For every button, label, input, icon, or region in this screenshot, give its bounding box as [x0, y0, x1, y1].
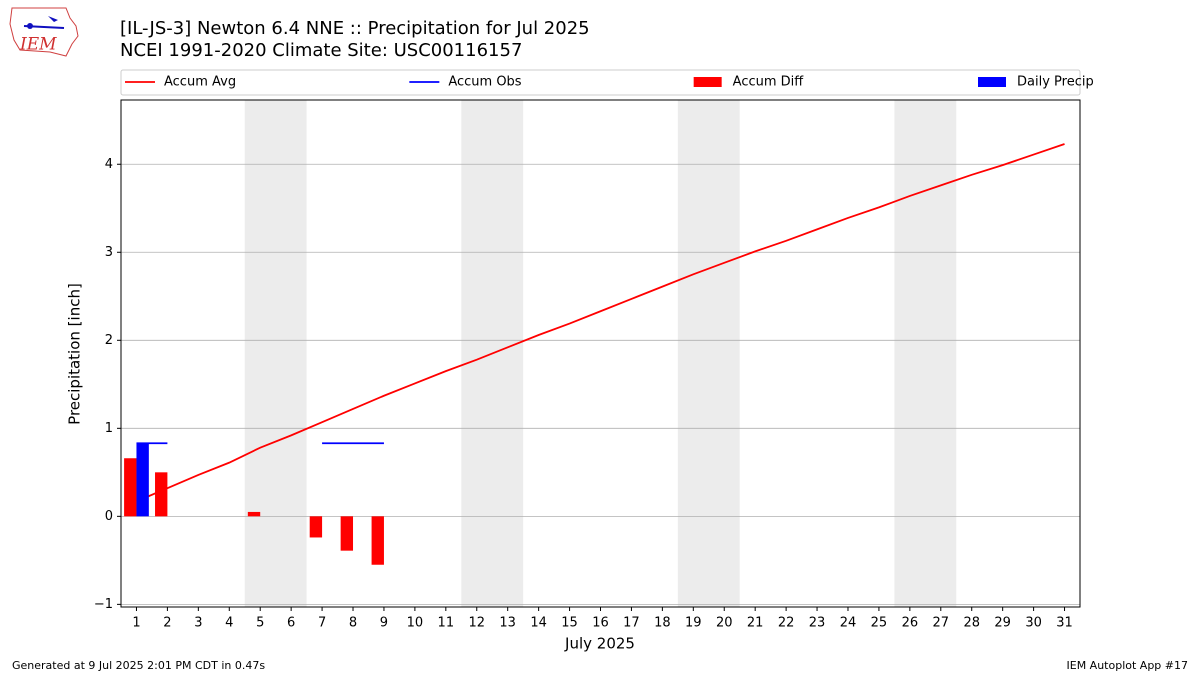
bar [340, 516, 354, 551]
x-tick-label: 31 [1056, 616, 1073, 631]
chart-title: [IL-JS-3] Newton 6.4 NNE :: Precipitatio… [120, 18, 590, 39]
y-axis-label: Precipitation [inch] [66, 283, 84, 425]
x-tick-label: 16 [592, 616, 609, 631]
legend-patch [693, 77, 722, 87]
y-tick-label: 2 [105, 333, 113, 348]
x-tick-label: 20 [716, 616, 733, 631]
y-tick-label: 0 [105, 509, 113, 524]
legend-label: Accum Diff [733, 75, 805, 90]
x-tick-label: 9 [380, 616, 388, 631]
x-tick-label: 8 [349, 616, 357, 631]
legend-box [120, 69, 1081, 96]
x-tick-label: 15 [561, 616, 578, 631]
weekend-shade [244, 100, 307, 607]
logo: IEM [9, 7, 79, 57]
bar [155, 472, 168, 517]
x-tick-label: 18 [654, 616, 671, 631]
weekend-shade [894, 100, 957, 607]
x-tick-label: 7 [318, 616, 326, 631]
bar [124, 458, 137, 517]
x-tick-label: 26 [902, 616, 919, 631]
legend-label: Accum Obs [448, 75, 521, 90]
x-tick-label: 22 [778, 616, 795, 631]
legend-label: Daily Precip [1017, 75, 1094, 90]
x-tick-label: 29 [994, 616, 1011, 631]
x-tick-label: 21 [747, 616, 764, 631]
footer-right: IEM Autoplot App #17 [1067, 659, 1189, 672]
x-tick-label: 5 [256, 616, 264, 631]
plot-frame [120, 99, 1081, 608]
x-tick-label: 27 [933, 616, 950, 631]
x-tick-label: 10 [407, 616, 424, 631]
logo-text: IEM [19, 35, 57, 55]
legend-patch [978, 77, 1006, 87]
x-tick-label: 24 [840, 616, 857, 631]
x-tick-label: 17 [623, 616, 640, 631]
x-tick-label: 30 [1025, 616, 1042, 631]
x-tick-label: 23 [809, 616, 826, 631]
chart-subtitle: NCEI 1991-2020 Climate Site: USC00116157 [120, 40, 522, 61]
bar [371, 516, 384, 565]
x-tick-label: 28 [963, 616, 980, 631]
x-tick-label: 25 [871, 616, 888, 631]
x-tick-label: 12 [468, 616, 485, 631]
x-tick-label: 19 [685, 616, 702, 631]
y-tick-label: 3 [105, 245, 113, 260]
x-tick-label: 11 [438, 616, 455, 631]
bar [136, 443, 149, 517]
y-tick-label: 1 [105, 421, 113, 436]
footer-left: Generated at 9 Jul 2025 2:01 PM CDT in 0… [12, 659, 265, 672]
y-tick-label: 4 [105, 157, 113, 172]
x-tick-label: 6 [287, 616, 295, 631]
x-tick-label: 1 [132, 616, 140, 631]
x-tick-label: 13 [499, 616, 516, 631]
x-axis-label: July 2025 [564, 635, 635, 653]
line-series [136, 143, 1065, 503]
x-tick-label: 2 [163, 616, 171, 631]
y-tick-label: −1 [94, 597, 113, 612]
bar [309, 516, 323, 538]
x-tick-label: 3 [194, 616, 202, 631]
legend-label: Accum Avg [164, 75, 236, 90]
x-tick-label: 4 [225, 616, 233, 631]
weekend-shade [677, 100, 740, 607]
bar [247, 511, 261, 517]
x-tick-label: 14 [530, 616, 547, 631]
